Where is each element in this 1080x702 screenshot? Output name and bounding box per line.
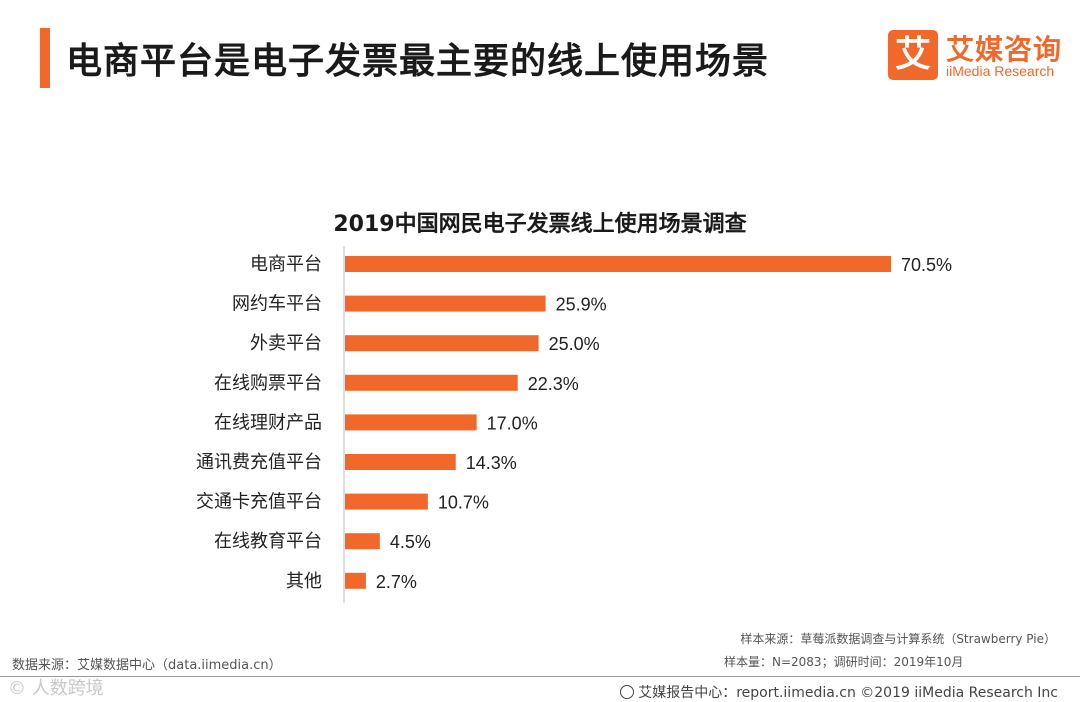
- data-label: 25.9%: [556, 295, 607, 315]
- page-title: 电商平台是电子发票最主要的线上使用场景: [66, 41, 770, 82]
- bar: [345, 533, 380, 550]
- category-label: 其他: [286, 571, 322, 592]
- logo-name-en: iiMedia Research: [946, 63, 1055, 79]
- data-label: 4.5%: [390, 532, 431, 552]
- category-label: 通讯费充值平台: [196, 452, 322, 473]
- category-label: 交通卡充值平台: [196, 492, 322, 513]
- chart-title: 2019中国网民电子发票线上使用场景调查: [333, 212, 747, 237]
- sample-source-note: 样本来源：草莓派数据调查与计算系统（Strawberry Pie）: [740, 632, 1056, 646]
- bar-chart: 电商平台 70.5% 网约车平台 25.9% 外卖平台 25.0% 在线购票平台 22.3% 在…: [196, 246, 952, 603]
- footer-divider: [0, 676, 1080, 677]
- title-accent-bar: [40, 28, 50, 88]
- data-label: 22.3%: [528, 374, 579, 394]
- category-label: 电商平台: [250, 254, 322, 275]
- sample-size-note: 样本量：N=2083；调研时间：2019年10月: [724, 655, 964, 669]
- bar: [345, 454, 456, 470]
- bar: [345, 414, 477, 431]
- data-label: 25.0%: [549, 334, 600, 354]
- data-label: 14.3%: [466, 453, 517, 473]
- category-label: 网约车平台: [232, 294, 322, 315]
- category-label: 在线购票平台: [214, 373, 322, 394]
- bar: [345, 295, 546, 312]
- brand-logo: 艾 艾媒咨询 iiMedia Research: [888, 30, 1068, 82]
- globe-icon: [620, 685, 635, 699]
- data-source-note: 数据来源：艾媒数据中心（data.iimedia.cn）: [12, 658, 282, 673]
- data-label: 17.0%: [487, 413, 538, 433]
- footer-text: 艾媒报告中心：report.iimedia.cn ©2019 iiMedia R…: [638, 685, 1058, 701]
- logo-name-cn: 艾媒咨询: [946, 33, 1063, 66]
- watermark: © 人数跨境: [8, 678, 104, 699]
- data-label: 70.5%: [901, 255, 952, 275]
- category-label: 在线教育平台: [214, 531, 322, 552]
- bar: [345, 335, 539, 352]
- footer: 艾媒报告中心：report.iimedia.cn ©2019 iiMedia R…: [620, 682, 1058, 702]
- data-label: 2.7%: [376, 572, 417, 592]
- data-label: 10.7%: [438, 493, 489, 513]
- logo-mark: 艾: [888, 30, 938, 80]
- bar: [345, 256, 891, 272]
- category-label: 在线理财产品: [214, 412, 322, 433]
- bar: [345, 374, 518, 391]
- category-label: 外卖平台: [250, 333, 322, 354]
- bar: [345, 493, 428, 510]
- bar: [345, 572, 366, 589]
